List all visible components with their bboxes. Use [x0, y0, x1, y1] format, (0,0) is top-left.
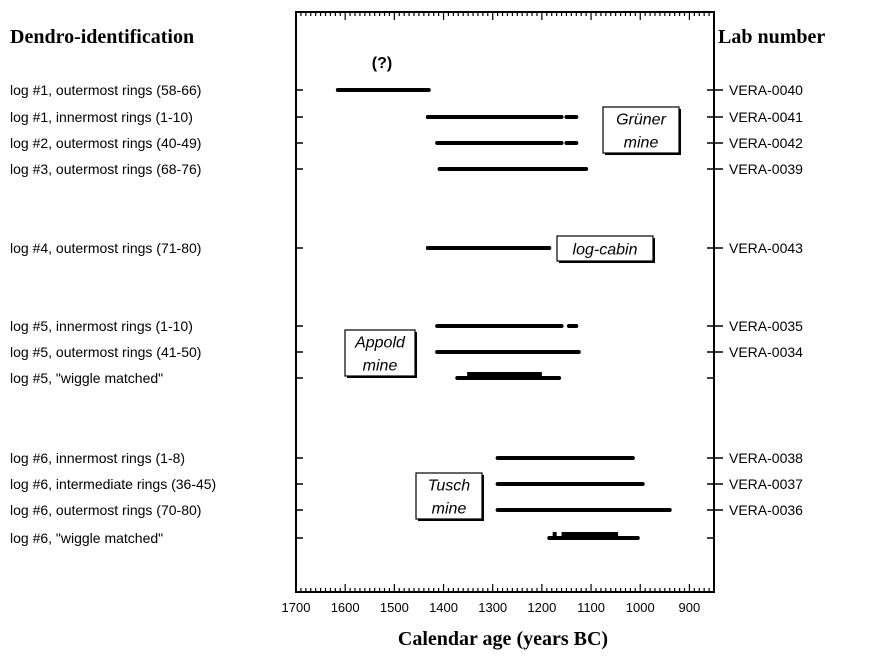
x-tick-label: 1700: [282, 600, 311, 615]
lab-number: VERA-0042: [729, 135, 803, 151]
annotation-text: mine: [624, 135, 659, 152]
left-header: Dendro-identification: [10, 26, 194, 48]
lab-number: VERA-0039: [729, 161, 803, 177]
lab-number: VERA-0041: [729, 109, 803, 125]
uncertain-annotation: (?): [372, 55, 392, 72]
right-header: Lab number: [718, 26, 825, 48]
annotation-box: [344, 329, 416, 377]
lab-number: VERA-0043: [729, 240, 803, 256]
row-label: log #5, "wiggle matched": [10, 370, 163, 386]
annotation-text: Tusch: [428, 478, 470, 495]
lab-number: VERA-0035: [729, 318, 803, 334]
x-tick-label: 1000: [626, 600, 655, 615]
lab-number: VERA-0037: [729, 476, 803, 492]
lab-number: VERA-0036: [729, 502, 803, 518]
x-tick-label: 1500: [380, 600, 409, 615]
x-tick-label: 1400: [429, 600, 458, 615]
row-label: log #6, outermost rings (70-80): [10, 502, 201, 518]
x-axis-label: Calendar age (years BC): [398, 628, 608, 650]
x-tick-label: 1200: [527, 600, 556, 615]
annotations: (?) Grüner mine log-cabin Appold mine Tusch min…: [344, 55, 681, 521]
lab-number: VERA-0040: [729, 82, 803, 98]
plot-frame: [295, 11, 715, 593]
row-label: log #3, outermost rings (68-76): [10, 161, 201, 177]
x-tick-label: 1600: [331, 600, 360, 615]
x-tick-label: 900: [679, 600, 701, 615]
row-label: log #1, outermost rings (58-66): [10, 82, 201, 98]
x-tick-label: 1300: [478, 600, 507, 615]
row-label: log #1, innermost rings (1-10): [10, 109, 193, 125]
row-label: log #6, "wiggle matched": [10, 530, 163, 546]
annotation-text: Appold: [354, 335, 406, 352]
row-label: log #6, innermost rings (1-8): [10, 450, 185, 466]
row-label: log #6, intermediate rings (36-45): [10, 476, 216, 492]
row-label: log #4, outermost rings (71-80): [10, 240, 201, 256]
lab-number: VERA-0038: [729, 450, 803, 466]
annotation-box: [556, 235, 654, 262]
annotation-text: mine: [432, 501, 467, 518]
x-tick-label: 1100: [577, 600, 605, 615]
annotation-text: log-cabin: [573, 242, 638, 259]
lab-number: VERA-0034: [729, 344, 803, 360]
row-label: log #2, outermost rings (40-49): [10, 135, 201, 151]
annotation-box: [415, 472, 483, 520]
annotation-text: mine: [363, 358, 398, 375]
row-label: log #5, innermost rings (1-10): [10, 318, 193, 334]
annotation-box: [602, 106, 680, 154]
annotation-text: Grüner: [616, 112, 666, 129]
data-rows: log #1, outermost rings (58-66) VERA-0040…: [10, 82, 803, 546]
x-axis-ticks: 1700 1600 1500 1400 1300 1200 1100 1000 900: [282, 12, 715, 615]
row-label: log #5, outermost rings (41-50): [10, 344, 201, 360]
